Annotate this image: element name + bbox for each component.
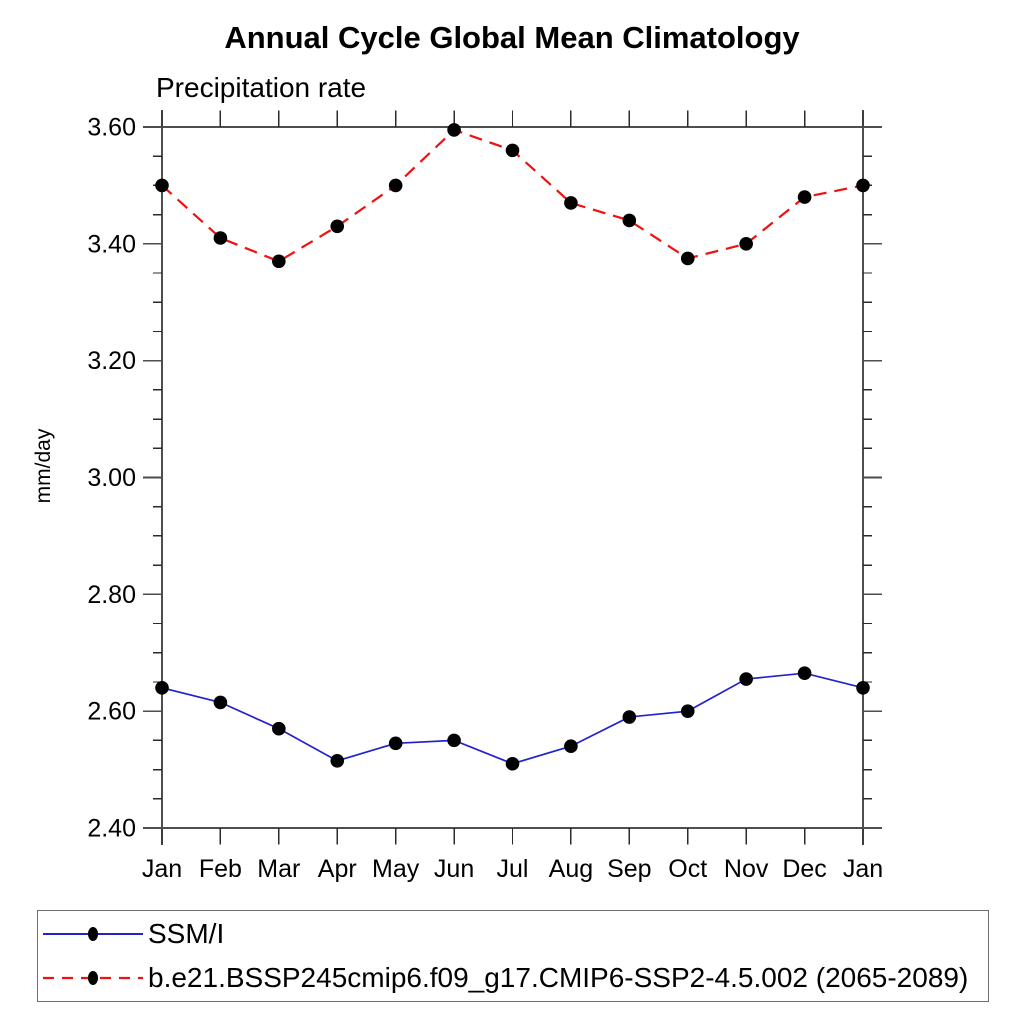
series-markers xyxy=(155,123,870,771)
svg-text:Jan: Jan xyxy=(142,855,182,883)
legend-item-ssmi: SSM/I xyxy=(38,912,988,956)
chart-subtitle: Precipitation rate xyxy=(156,72,367,103)
svg-text:Sep: Sep xyxy=(607,855,651,883)
legend-line-dashed-icon xyxy=(43,971,143,985)
svg-text:3.00: 3.00 xyxy=(87,464,136,492)
svg-text:2.40: 2.40 xyxy=(87,815,136,843)
svg-text:2.80: 2.80 xyxy=(87,581,136,609)
plot-area: Jan Feb Mar Apr May Jun Jul Aug Sep Oct Nov Dec Jan2… xyxy=(87,110,883,884)
svg-text:Feb: Feb xyxy=(199,855,242,883)
legend-item-model: b.e21.BSSP245cmip6.f09_g17.CMIP6-SSP2-4.… xyxy=(38,956,988,1000)
axis-ticks xyxy=(143,110,882,845)
chart-title: Annual Cycle Global Mean Climatology xyxy=(224,20,800,55)
legend-line-solid-icon xyxy=(43,927,143,941)
svg-text:Oct: Oct xyxy=(668,855,707,883)
axis-tick-labels: Jan Feb Mar Apr May Jun Jul Aug Sep Oct Nov Dec Jan2… xyxy=(87,114,883,884)
svg-text:3.40: 3.40 xyxy=(87,230,136,258)
legend-label-model: b.e21.BSSP245cmip6.f09_g17.CMIP6-SSP2-4.… xyxy=(148,962,969,993)
svg-text:Nov: Nov xyxy=(724,855,769,883)
axes xyxy=(145,110,880,845)
svg-text:Jul: Jul xyxy=(497,855,529,883)
svg-text:Apr: Apr xyxy=(318,855,357,883)
svg-text:Dec: Dec xyxy=(782,855,826,883)
legend: SSM/I b.e21.BSSP245cmip6.f09_g17.CMIP6-S… xyxy=(37,910,989,1002)
svg-text:Aug: Aug xyxy=(549,855,593,883)
legend-label-ssmi: SSM/I xyxy=(148,918,225,949)
svg-text:May: May xyxy=(372,855,420,883)
series-line-0 xyxy=(161,672,864,765)
svg-text:Jun: Jun xyxy=(434,855,474,883)
svg-text:Jan: Jan xyxy=(843,855,883,883)
svg-text:3.60: 3.60 xyxy=(87,114,136,142)
svg-text:Mar: Mar xyxy=(257,855,300,883)
svg-text:2.60: 2.60 xyxy=(87,698,136,726)
svg-text:3.20: 3.20 xyxy=(87,347,136,375)
series-lines xyxy=(161,128,864,765)
